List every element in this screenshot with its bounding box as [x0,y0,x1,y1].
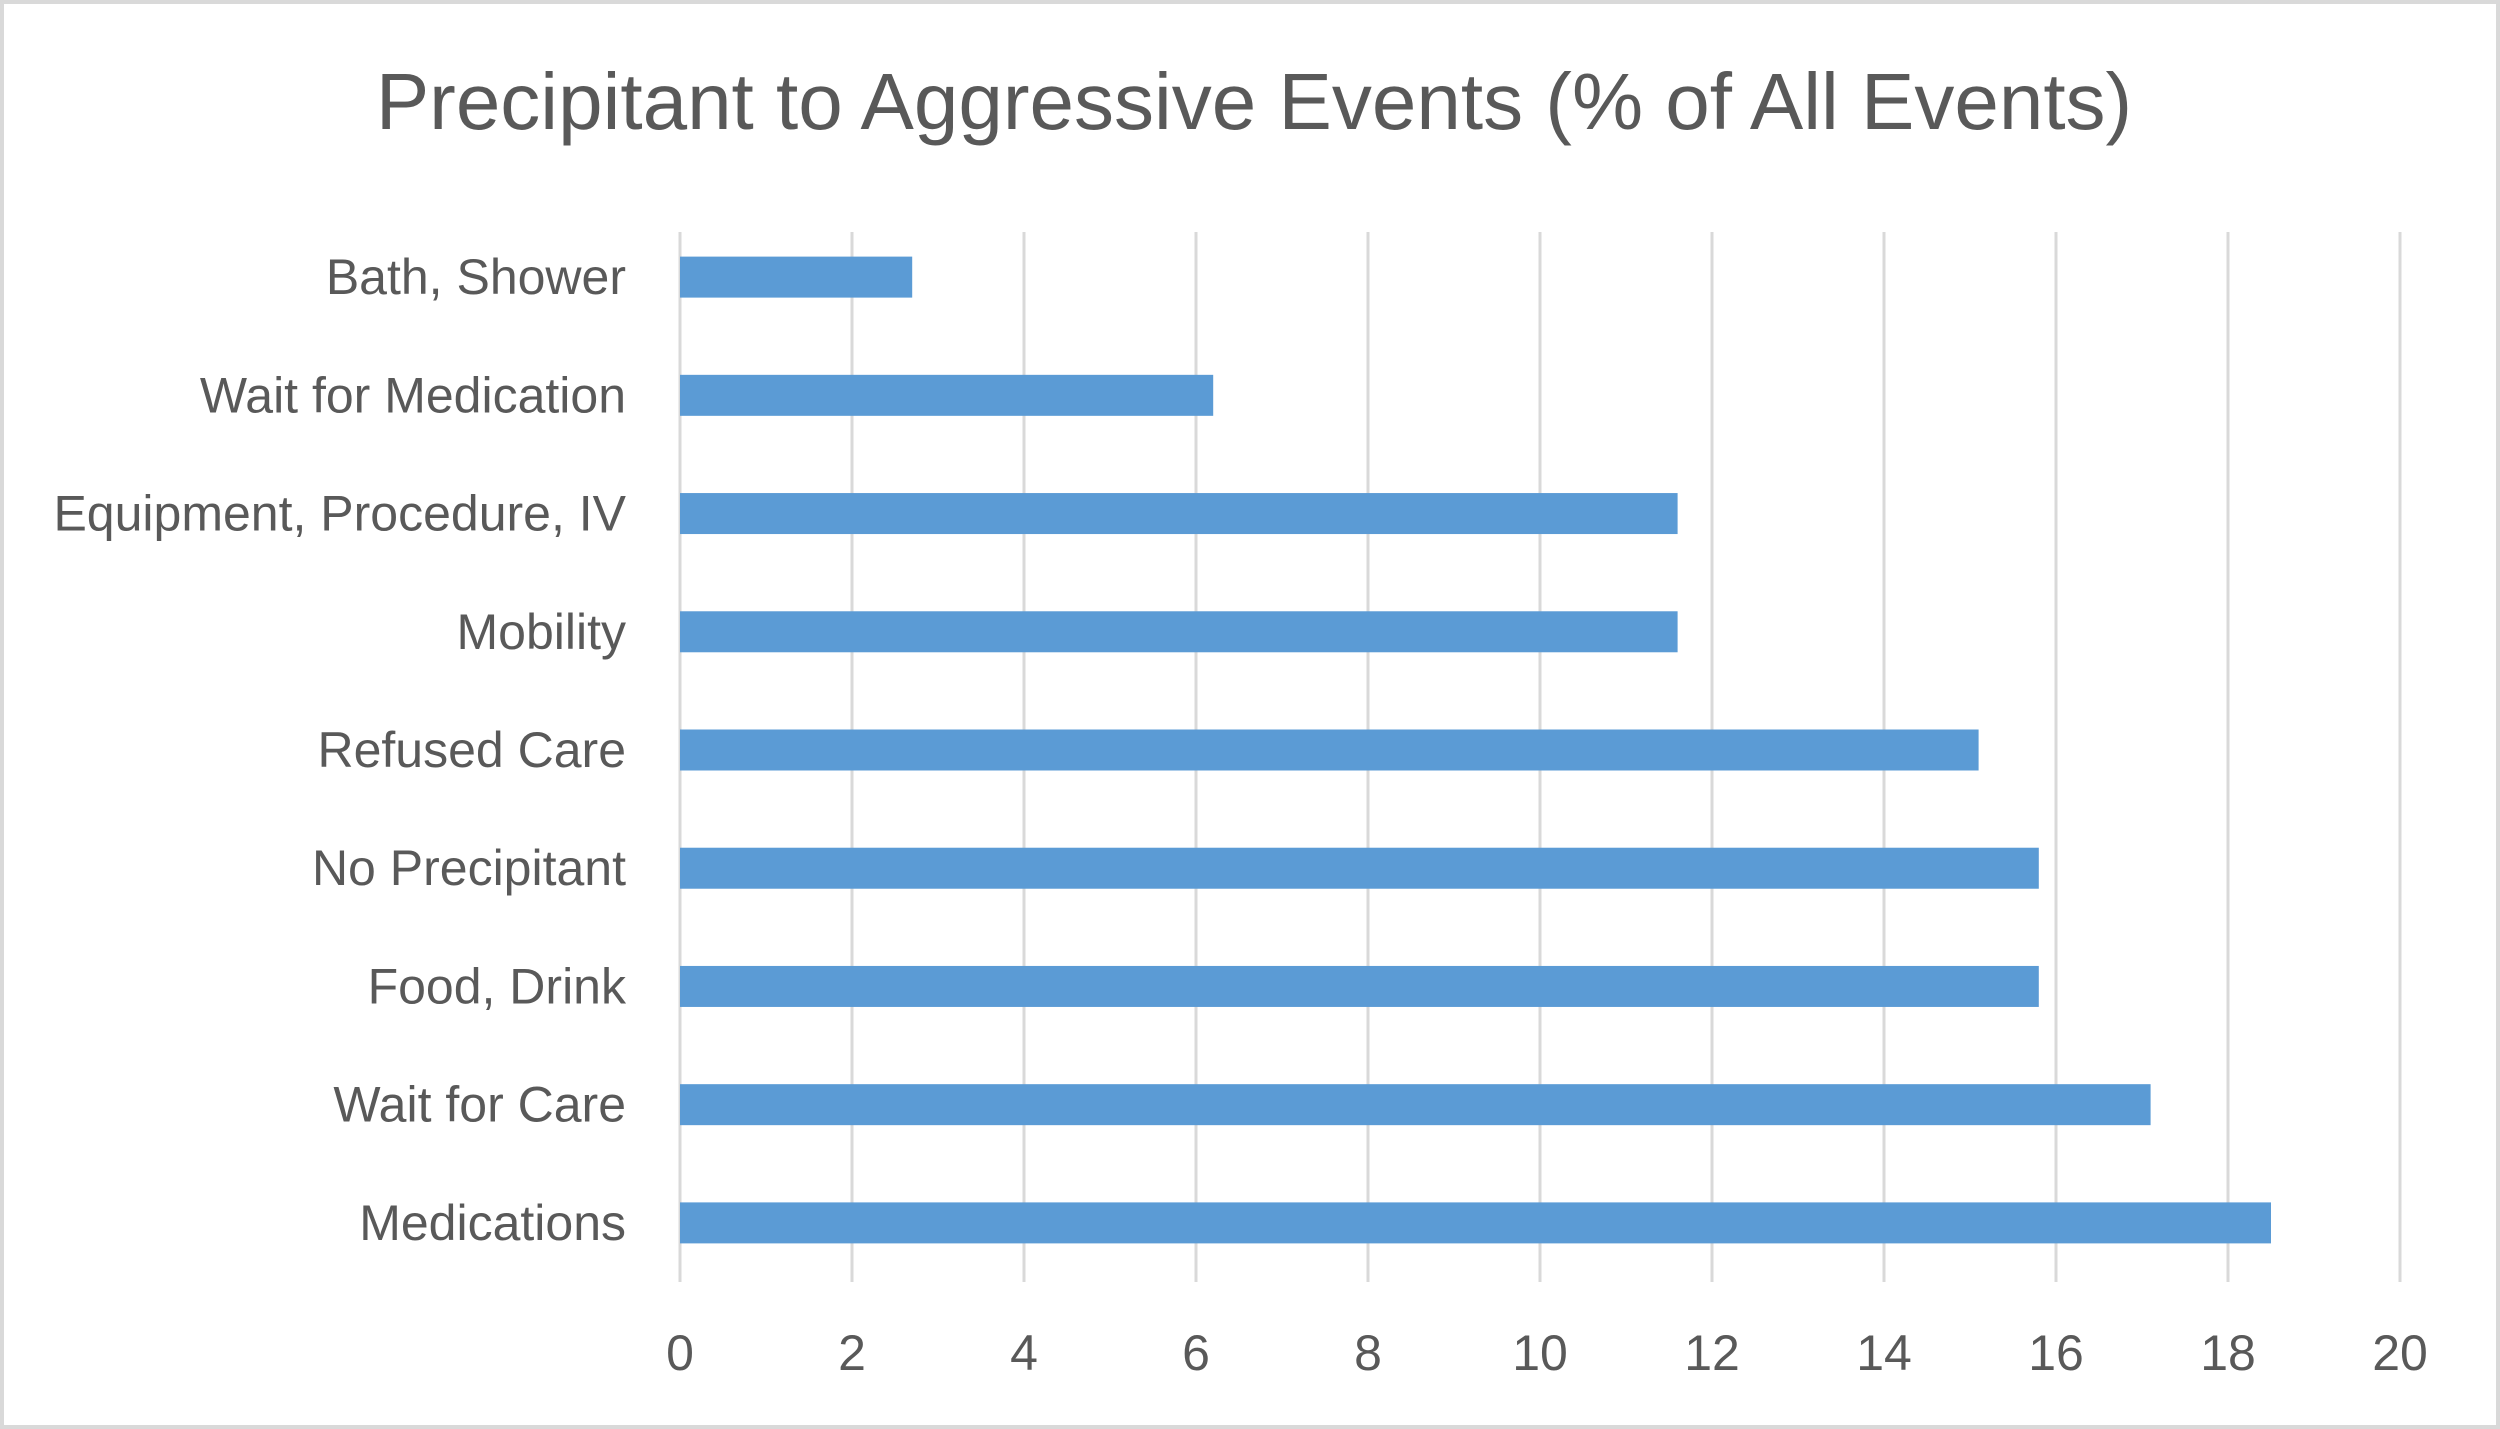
category-label: Medications [359,1195,626,1251]
x-tick-label: 16 [2028,1325,2084,1381]
chart-title: Precipitant to Aggressive Events (% of A… [375,57,2133,146]
x-tick-label: 10 [1512,1325,1568,1381]
category-label: Mobility [457,604,626,660]
category-label: No Precipitant [312,840,626,896]
x-tick-label: 14 [1856,1325,1912,1381]
bar [680,493,1678,535]
x-tick-label: 8 [1354,1325,1382,1381]
bar [680,611,1678,653]
category-label: Equipment, Procedure, IV [53,486,626,542]
category-label: Food, Drink [368,958,627,1014]
bar [680,729,1979,771]
bar [680,1202,2271,1244]
category-labels: Bath, Shower Wait for Medication Equipment… [53,249,627,1251]
bar [680,847,2039,889]
bar [680,1084,2151,1126]
x-tick-label: 18 [2200,1325,2256,1381]
category-label: Wait for Care [333,1077,626,1133]
x-tick-label: 4 [1010,1325,1038,1381]
x-tick-label: 0 [666,1325,694,1381]
x-tick-label: 6 [1182,1325,1210,1381]
bar [680,374,1214,416]
x-tick-label: 20 [2372,1325,2428,1381]
x-axis-ticks: 0 2 4 6 8 10 12 14 16 18 20 [666,1325,2428,1381]
x-tick-label: 2 [838,1325,866,1381]
category-label: Refused Care [318,722,627,778]
category-label: Bath, Shower [326,249,626,305]
bars [680,256,2271,1244]
category-label: Wait for Medication [200,367,626,423]
x-tick-label: 12 [1684,1325,1740,1381]
bar [680,965,2039,1007]
bar [680,256,913,298]
